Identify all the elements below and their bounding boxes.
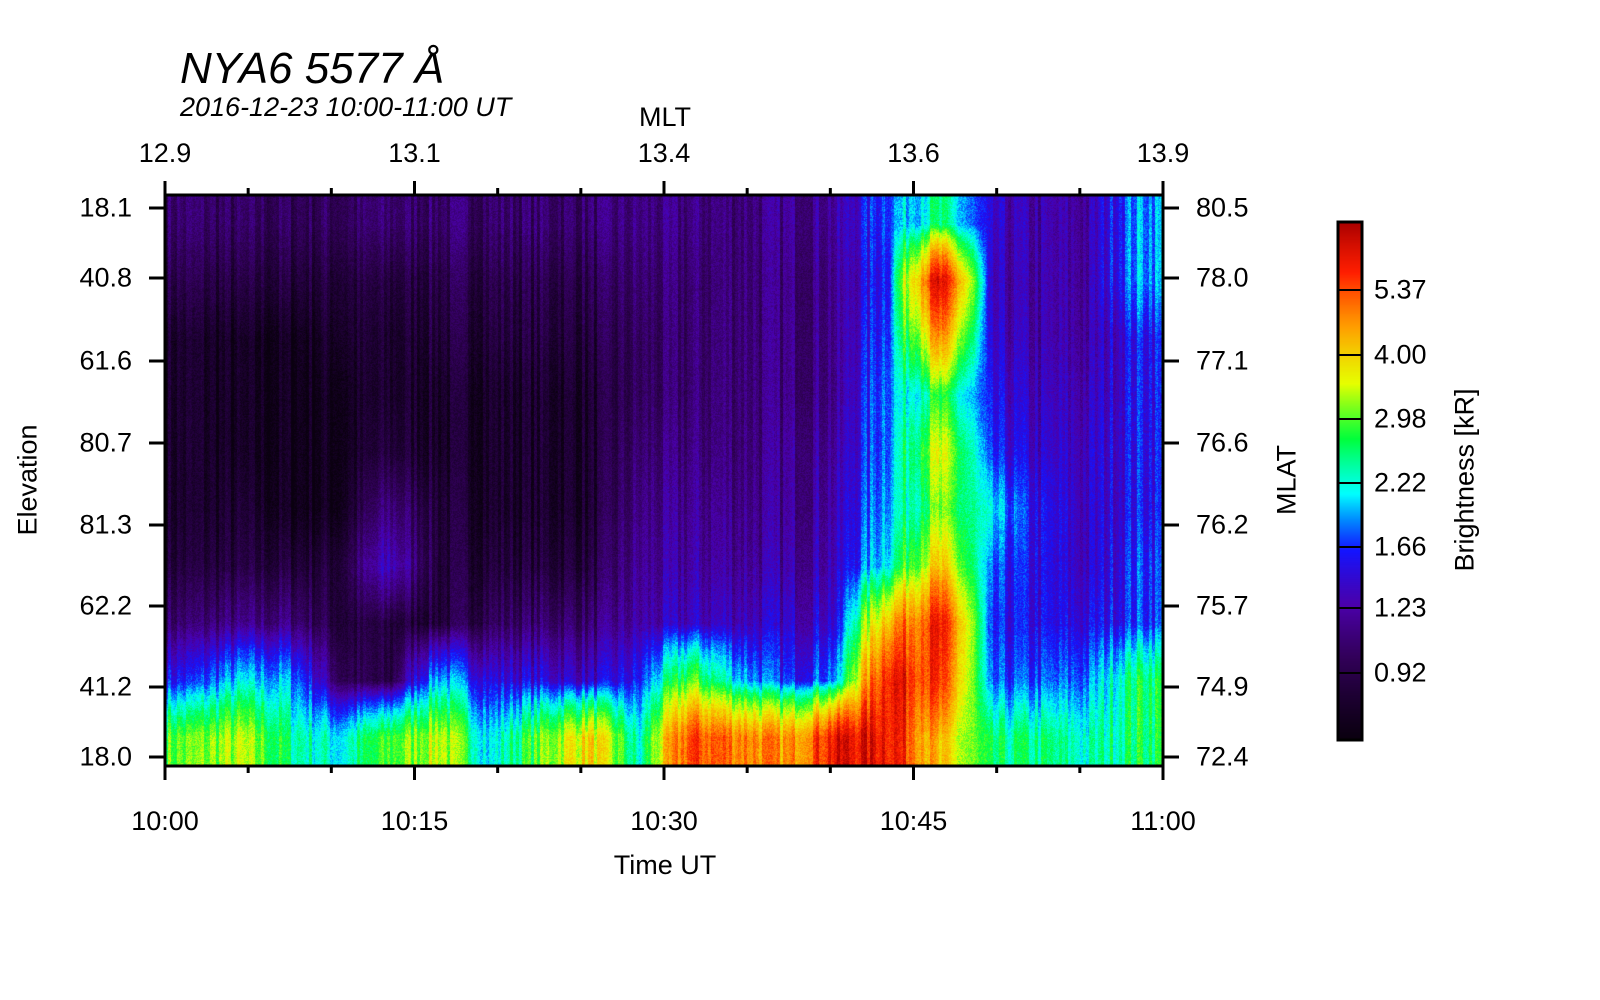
x-tick-label: 10:30 <box>630 806 698 836</box>
chart-subtitle: 2016-12-23 10:00-11:00 UT <box>180 92 512 122</box>
colorbar-tick-label: 5.37 <box>1374 274 1427 305</box>
plot-frame <box>163 193 1165 768</box>
colorbar-tick-label: 4.00 <box>1374 339 1427 370</box>
x2-tick-label: 13.4 <box>637 138 691 168</box>
x2-tick-label: 12.9 <box>138 138 192 168</box>
x2-axis-label: MLT <box>639 102 691 132</box>
y-tick-label: 41.2 <box>79 671 132 702</box>
y2-tick-label: 76.6 <box>1196 427 1249 458</box>
y2-tick-label: 76.2 <box>1196 509 1249 540</box>
y-tick-label: 18.0 <box>79 741 132 772</box>
y2-tick-label: 72.4 <box>1196 741 1249 772</box>
colorbar-tick-label: 1.23 <box>1374 592 1427 623</box>
y2-tick-label: 78.0 <box>1196 262 1249 293</box>
colorbar-frame <box>1336 220 1364 742</box>
y-tick-label: 40.8 <box>79 262 132 293</box>
y-tick-label: 62.2 <box>79 590 132 621</box>
x2-tick-label: 13.9 <box>1136 138 1190 168</box>
y2-tick-label: 77.1 <box>1196 345 1249 376</box>
x-tick-label: 10:45 <box>879 806 948 836</box>
colorbar <box>1338 222 1362 740</box>
x-tick-label: 11:00 <box>1130 806 1196 836</box>
x-tick-label: 10:15 <box>380 806 449 836</box>
x2-tick-label: 13.1 <box>388 138 441 168</box>
colorbar-tick-label: 1.66 <box>1374 531 1427 562</box>
y2-tick-label: 74.9 <box>1196 671 1249 702</box>
x-tick-label: 10:00 <box>131 806 199 836</box>
x2-tick-label: 13.6 <box>887 138 940 168</box>
y2-tick-label: 75.7 <box>1196 590 1249 621</box>
y2-tick-label: 80.5 <box>1196 192 1249 223</box>
chart-title: NYA6 5577 Å <box>180 44 445 93</box>
y-tick-label: 80.7 <box>79 427 132 458</box>
y-tick-label: 18.1 <box>79 192 132 223</box>
y-tick-label: 61.6 <box>79 345 132 376</box>
colorbar-tick-label: 0.92 <box>1374 657 1427 688</box>
colorbar-tick-label: 2.22 <box>1374 467 1427 498</box>
x-axis-label: Time UT <box>613 850 717 880</box>
colorbar-tick-label: 2.98 <box>1374 403 1427 434</box>
y-tick-label: 81.3 <box>79 509 132 540</box>
keogram-heatmap <box>165 195 1163 766</box>
